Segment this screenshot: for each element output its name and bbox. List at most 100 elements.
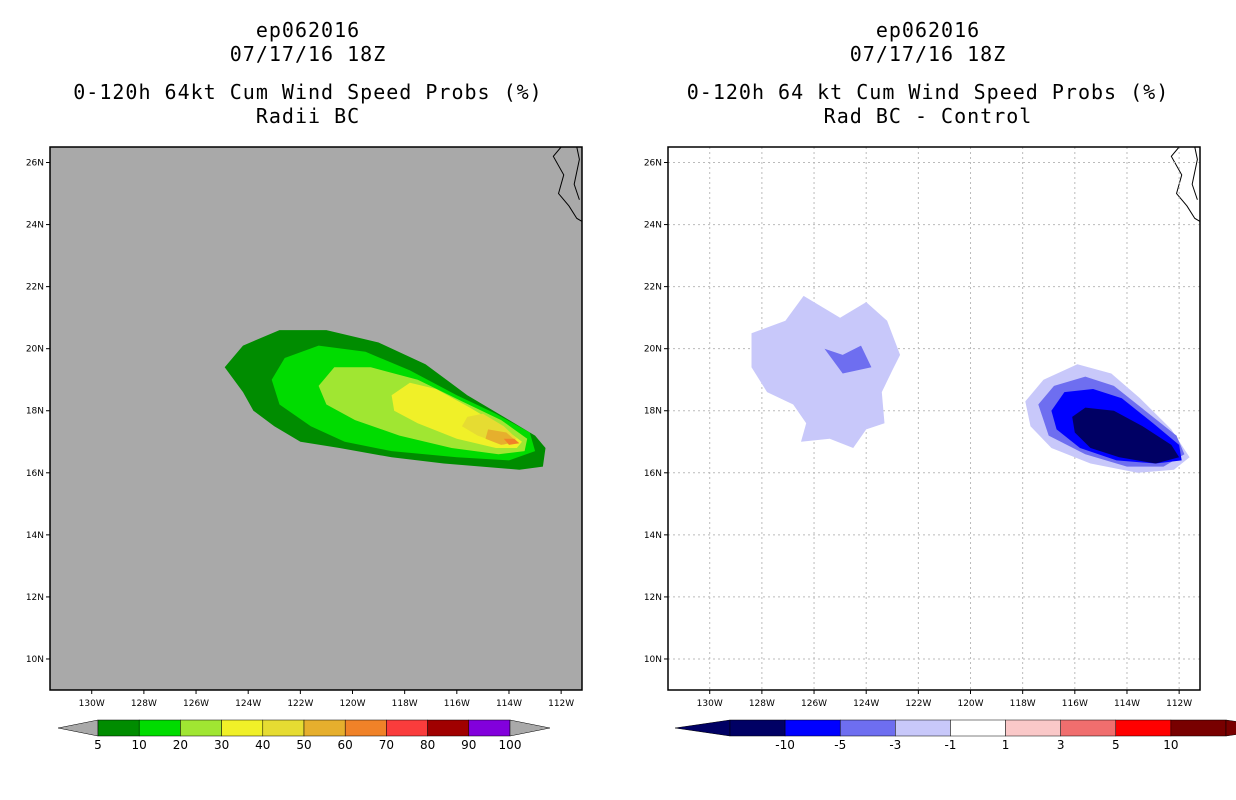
colorbar-under-arrow [57, 719, 99, 737]
coastline [1191, 146, 1198, 200]
y-tick-label: 26N [644, 159, 662, 169]
contour-region [503, 438, 520, 445]
left-map-panel: 130W 128W 126W 124W 122W 120W 118W 116W 114W 112W… [26, 146, 583, 709]
left-colorbar: 5 10 20 30 40 50 60 70 80 90 100 [57, 719, 551, 752]
colorbar-segment [729, 719, 786, 737]
colorbar-segment [386, 719, 428, 737]
colorbar-segment [839, 719, 896, 737]
colorbar-label: 70 [379, 738, 394, 752]
x-tick-label: 116W [444, 699, 470, 709]
colorbar-segment [895, 719, 951, 737]
x-tick-label: 130W [79, 699, 105, 709]
colorbar-segment [97, 719, 140, 737]
colorbar-segment [427, 719, 470, 737]
contour-region [824, 345, 872, 374]
right-colorbar: -10 -5 -3 -1 1 3 5 10 [674, 719, 1236, 752]
x-tick-label: 128W [131, 699, 157, 709]
y-tick-label: 20N [26, 345, 44, 355]
x-tick-label: 112W [548, 699, 574, 709]
x-tick-label: 116W [1062, 699, 1088, 709]
y-tick-label: 12N [26, 593, 44, 603]
y-tick-label: 12N [644, 593, 662, 603]
x-tick-label: 124W [235, 699, 261, 709]
colorbar-segment [468, 719, 511, 737]
colorbar-over-arrow [1225, 719, 1236, 737]
y-tick-label: 16N [26, 469, 44, 479]
colorbar-segment [138, 719, 181, 737]
left-product-title: 0-120h 64kt Cum Wind Speed Probs (%) [73, 80, 543, 104]
colorbar-label: -5 [834, 738, 846, 752]
right-product-title: 0-120h 64 kt Cum Wind Speed Probs (%) [686, 80, 1170, 104]
contour-region [1072, 407, 1180, 464]
x-tick-label: 118W [392, 699, 418, 709]
x-tick-label: 120W [957, 699, 983, 709]
x-tick-label: 126W [183, 699, 209, 709]
colorbar-over-arrow [509, 719, 551, 737]
left-subtitle: Radii BC [255, 104, 361, 128]
right-storm-id: ep062016 [875, 18, 981, 42]
coastline [1170, 146, 1201, 222]
colorbar-label: 60 [338, 738, 353, 752]
colorbar-segment [221, 719, 264, 737]
colorbar-segment [950, 719, 1006, 737]
x-tick-label: 122W [287, 699, 313, 709]
colorbar-label: 10 [132, 738, 147, 752]
y-tick-label: 16N [644, 469, 662, 479]
colorbar-segment [344, 719, 387, 737]
colorbar-label: 100 [499, 738, 522, 752]
colorbar-label: 30 [214, 738, 229, 752]
right-title-block: ep062016 07/17/16 18Z 0-120h 64 kt Cum W… [648, 18, 1208, 128]
coastline [552, 146, 583, 222]
colorbar-segment [1170, 719, 1227, 737]
y-tick-label: 18N [644, 407, 662, 417]
colorbar-under-arrow [674, 719, 731, 737]
colorbar-label: 20 [173, 738, 188, 752]
y-tick-label: 26N [26, 159, 44, 169]
y-tick-label: 14N [644, 531, 662, 541]
colorbar-segment [303, 719, 346, 737]
y-tick-label: 24N [26, 221, 44, 231]
left-datetime: 07/17/16 18Z [229, 42, 387, 66]
colorbar-segment [1115, 719, 1172, 737]
colorbar-label: -3 [889, 738, 901, 752]
y-tick-label: 18N [26, 407, 44, 417]
colorbar-label: 80 [420, 738, 435, 752]
plot-frame [49, 146, 583, 691]
x-tick-label: 120W [339, 699, 365, 709]
colorbar-segment [784, 719, 841, 737]
colorbar-segment [180, 719, 222, 737]
left-title-block: ep062016 07/17/16 18Z 0-120h 64kt Cum Wi… [28, 18, 588, 128]
x-tick-label: 112W [1166, 699, 1192, 709]
x-tick-label: 128W [749, 699, 775, 709]
y-tick-label: 20N [644, 345, 662, 355]
plot-frame [667, 146, 1201, 691]
colorbar-segment [1005, 719, 1061, 737]
left-storm-id: ep062016 [255, 18, 361, 42]
y-tick-label: 24N [644, 221, 662, 231]
x-tick-label: 114W [496, 699, 522, 709]
x-tick-label: 114W [1114, 699, 1140, 709]
y-tick-label: 14N [26, 531, 44, 541]
colorbar-label: -10 [775, 738, 795, 752]
colorbar-label: 50 [296, 738, 311, 752]
colorbar-label: 40 [255, 738, 270, 752]
right-datetime: 07/17/16 18Z [849, 42, 1007, 66]
colorbar-label: 1 [1002, 738, 1010, 752]
y-tick-label: 22N [26, 283, 44, 293]
colorbar-segment [262, 719, 305, 737]
colorbar-segment [1060, 719, 1117, 737]
colorbar-label: 5 [1112, 738, 1120, 752]
y-tick-label: 10N [26, 655, 44, 665]
x-tick-label: 122W [905, 699, 931, 709]
colorbar-label: 3 [1057, 738, 1065, 752]
x-tick-label: 126W [801, 699, 827, 709]
colorbar-label: 5 [94, 738, 102, 752]
contour-region [751, 295, 901, 448]
colorbar-label: 90 [461, 738, 476, 752]
x-tick-label: 124W [853, 699, 879, 709]
right-subtitle: Rad BC - Control [823, 104, 1033, 128]
y-tick-label: 22N [644, 283, 662, 293]
x-tick-label: 118W [1010, 699, 1036, 709]
right-map-panel: 130W 128W 126W 124W 122W 120W 118W 116W 114W 112W… [644, 146, 1201, 709]
colorbar-label: 10 [1163, 738, 1178, 752]
